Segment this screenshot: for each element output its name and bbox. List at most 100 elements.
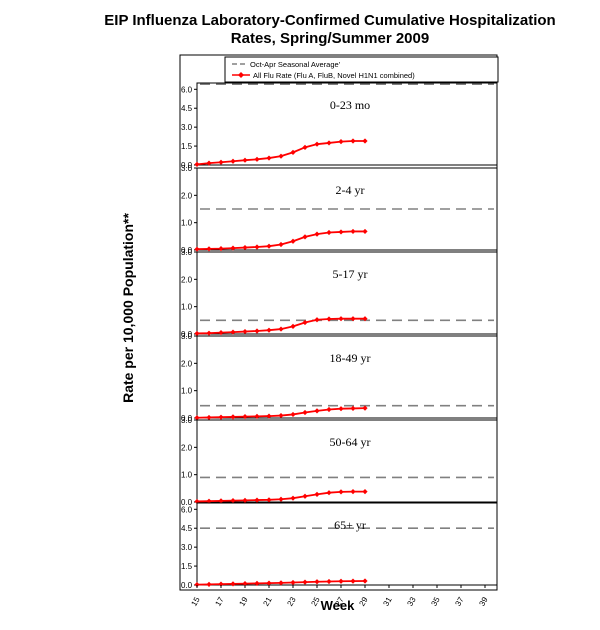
data-point xyxy=(314,408,320,414)
data-point xyxy=(362,578,368,584)
data-point xyxy=(254,580,260,586)
data-point xyxy=(314,491,320,497)
data-point xyxy=(194,498,200,505)
y-tick-label: 1.5 xyxy=(181,562,193,571)
y-tick-label: 0.0 xyxy=(181,414,193,423)
data-point xyxy=(350,228,356,235)
data-point xyxy=(266,497,272,503)
data-point xyxy=(326,229,332,236)
data-point xyxy=(326,316,332,322)
data-point xyxy=(230,581,236,587)
data-point xyxy=(218,246,224,252)
legend: Oct-Apr Seasonal Average' All Flu Rate (F… xyxy=(224,56,499,83)
data-point xyxy=(278,326,284,332)
data-point xyxy=(242,581,248,587)
data-point xyxy=(206,581,212,587)
y-tick-label: 1.5 xyxy=(181,142,193,151)
y-tick-label: 3.0 xyxy=(181,248,193,257)
data-point xyxy=(278,412,284,419)
y-tick-label: 1.0 xyxy=(181,219,193,228)
panel-2: 0.0 1.0 2.0 3.0 5-17 yr xyxy=(181,248,498,339)
y-tick-label: 1.0 xyxy=(181,387,193,396)
data-point xyxy=(242,157,248,163)
panel-label: 5-17 yr xyxy=(333,267,368,281)
data-point xyxy=(254,328,260,334)
panel-frame xyxy=(196,167,498,251)
panel-0: 0.0 1.5 3.0 4.5 6.0 0-23 mo xyxy=(181,82,498,170)
chart-title: EIP Influenza Laboratory-Confirmed Cumul… xyxy=(70,12,590,48)
data-point xyxy=(302,493,308,499)
legend-allflu-label: All Flu Rate (Flu A, FluB, Novel H1N1 co… xyxy=(253,71,415,80)
panel-frame xyxy=(196,82,498,166)
panel-frame xyxy=(196,502,498,586)
panel-3: 0.0 1.0 2.0 3.0 18-49 yr xyxy=(181,332,498,423)
data-point xyxy=(278,241,284,248)
data-point xyxy=(350,489,356,495)
data-point xyxy=(326,140,332,146)
data-point xyxy=(302,319,308,326)
data-point xyxy=(290,411,296,418)
y-tick-label: 3.0 xyxy=(181,164,193,173)
legend-box xyxy=(224,56,499,83)
data-point xyxy=(218,414,224,420)
panel-1: 0.0 1.0 2.0 3.0 2-4 yr xyxy=(181,164,498,255)
data-point xyxy=(326,490,332,496)
x-axis-label: Week xyxy=(320,598,355,613)
y-tick-label: 0.0 xyxy=(181,581,193,590)
data-point xyxy=(314,231,320,237)
panel-frame xyxy=(196,251,498,335)
y-tick-label: 1.0 xyxy=(181,471,193,480)
data-point xyxy=(290,579,296,586)
data-point xyxy=(194,330,200,337)
y-tick-label: 0.0 xyxy=(181,246,193,255)
panel-4: 0.0 1.0 2.0 3.0 50-64 yr xyxy=(181,416,498,507)
data-point xyxy=(350,316,356,322)
data-point xyxy=(338,489,344,495)
data-point xyxy=(290,323,296,329)
data-point xyxy=(230,414,236,420)
data-point xyxy=(362,489,368,495)
data-point xyxy=(254,244,260,250)
data-point xyxy=(350,138,356,144)
data-point xyxy=(278,580,284,586)
panel-5: 0.0 1.5 3.0 4.5 6.0 65+ yr xyxy=(181,502,498,590)
y-tick-label: 6.0 xyxy=(181,505,193,514)
data-point xyxy=(326,578,332,585)
panel-label: 65+ yr xyxy=(334,518,366,532)
data-point xyxy=(218,498,224,504)
y-tick-label: 0.0 xyxy=(181,498,193,507)
panel-label: 2-4 yr xyxy=(336,183,365,197)
data-point xyxy=(302,579,308,585)
data-point xyxy=(362,316,368,322)
data-point xyxy=(194,246,200,252)
data-point xyxy=(266,155,272,161)
y-tick-label: 6.0 xyxy=(181,85,193,94)
data-point xyxy=(326,406,332,413)
y-tick-label: 2.0 xyxy=(181,359,193,368)
data-point xyxy=(314,579,320,585)
data-point xyxy=(206,330,212,336)
data-point xyxy=(266,327,272,333)
data-point xyxy=(254,497,260,503)
data-point xyxy=(302,234,308,240)
y-tick-label: 3.0 xyxy=(181,543,193,552)
data-point xyxy=(362,228,368,235)
y-tick-label: 2.0 xyxy=(181,275,193,284)
data-point xyxy=(338,406,344,412)
data-point xyxy=(254,156,260,162)
data-point xyxy=(302,409,308,416)
data-point xyxy=(338,229,344,235)
data-point xyxy=(230,329,236,335)
data-point xyxy=(362,138,368,144)
data-point xyxy=(290,238,296,244)
y-tick-label: 2.0 xyxy=(181,191,193,200)
panel-label: 18-49 yr xyxy=(330,351,371,365)
data-point xyxy=(218,581,224,587)
data-point xyxy=(266,580,272,586)
data-point xyxy=(242,328,248,335)
chart-title-line-2: Rates, Spring/Summer 2009 xyxy=(230,30,430,47)
data-point xyxy=(206,414,212,421)
y-tick-label: 2.0 xyxy=(181,443,193,452)
y-tick-label: 4.5 xyxy=(181,524,193,533)
